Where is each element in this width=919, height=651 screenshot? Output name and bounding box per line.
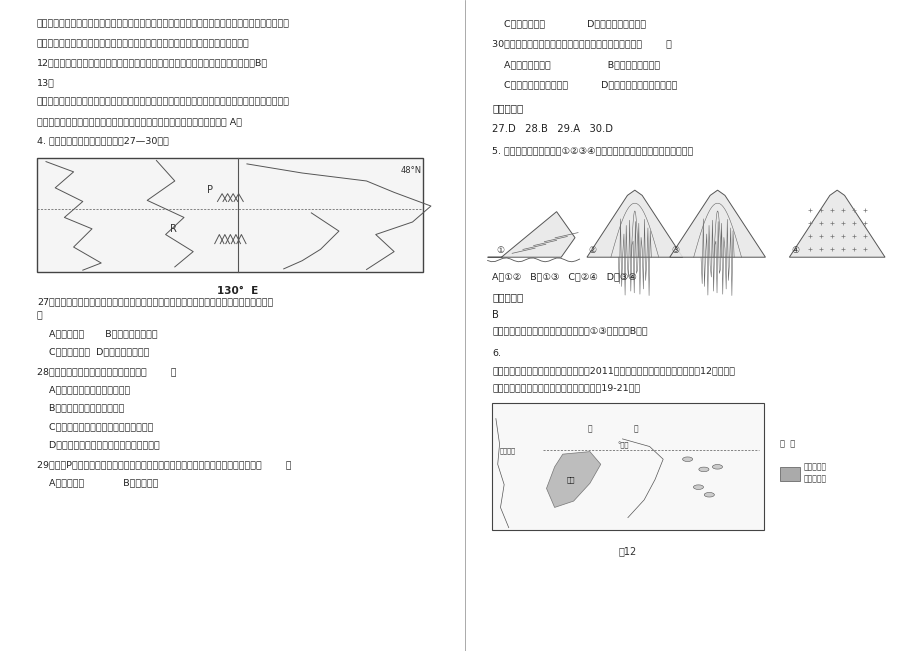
Text: 图12: 图12 [618, 547, 636, 557]
Text: ①: ① [496, 246, 505, 255]
Text: 区主要农业地域类型分布示意图。据此完成19-21题。: 区主要农业地域类型分布示意图。据此完成19-21题。 [492, 383, 640, 392]
Text: 27．与长江三角洲、珠江三角洲等地区相比，图示平原地区成为商品粮基地的优势条件是（: 27．与长江三角洲、珠江三角洲等地区相比，图示平原地区成为商品粮基地的优势条件是… [37, 297, 273, 306]
Text: 改革开放前后，如果政府提出西部大开发政策，鼓励开发中西部地区；西藏地区经济快速发展，对人: 改革开放前后，如果政府提出西部大开发政策，鼓励开发中西部地区；西藏地区经济快速发… [37, 98, 289, 107]
Text: D．是我国农业机械化水平最高的地区之一: D．是我国农业机械化水平最高的地区之一 [37, 440, 159, 449]
Text: A．原料产地             B．消费市场: A．原料产地 B．消费市场 [37, 478, 158, 488]
FancyBboxPatch shape [37, 158, 423, 272]
Text: 12．西藏地区海拔高，气温低，不利于人类居住，所以四藏地区人口总数较少，选择B。: 12．西藏地区海拔高，气温低，不利于人类居住，所以四藏地区人口总数较少，选择B。 [37, 59, 267, 68]
Text: 48°N: 48°N [400, 166, 421, 175]
Text: 27.D   28.B   29.A   30.D: 27.D 28.B 29.A 30.D [492, 124, 613, 133]
Text: 参考答案：: 参考答案： [492, 104, 523, 113]
Text: A．土壤十分贫瘠                   B．开发的成本太高: A．土壤十分贫瘠 B．开发的成本太高 [492, 60, 660, 69]
Text: 6.: 6. [492, 349, 501, 358]
FancyBboxPatch shape [779, 467, 800, 481]
Text: 29．城市P某家具厂生产的实木家具销往全国许多地方。影响该厂布局的主导因素是（        ）: 29．城市P某家具厂生产的实木家具销往全国许多地方。影响该厂布局的主导因素是（ … [37, 460, 291, 469]
Text: 国: 国 [633, 424, 638, 434]
Text: 图  例: 图 例 [779, 439, 795, 448]
FancyBboxPatch shape [492, 404, 763, 531]
Text: 某农业地域
类型分布区: 某农业地域 类型分布区 [803, 462, 826, 484]
Text: 口具有巨大的吸引力，所以人口向西藏迁移的原因分别是政策、经济，选择 A。: 口具有巨大的吸引力，所以人口向西藏迁移的原因分别是政策、经济，选择 A。 [37, 117, 242, 126]
Ellipse shape [693, 485, 703, 490]
Text: B．粮食商品率处于较低水平: B．粮食商品率处于较低水平 [37, 404, 124, 413]
Text: 从地质构造的角度考虑，受力稳定的是①③处，选择B项。: 从地质构造的角度考虑，受力稳定的是①③处，选择B项。 [492, 327, 647, 336]
Text: P: P [207, 185, 213, 195]
Text: 130°  E: 130° E [217, 286, 258, 296]
Text: 5. 从地质构造考虑，图中①②③④处修建公路，相对不容易出现滑坡的是: 5. 从地质构造考虑，图中①②③④处修建公路，相对不容易出现滑坡的是 [492, 146, 693, 155]
Text: 中: 中 [587, 424, 592, 434]
Text: 本题主要考查西藏地区的地理知识和影响人口迁移的主要因素。西藏地区最突出的自然地理特点是气: 本题主要考查西藏地区的地理知识和影响人口迁移的主要因素。西藏地区最突出的自然地理… [37, 20, 289, 29]
Text: °昆明: °昆明 [617, 441, 628, 449]
Text: C．廉价劳动力              D．高技术的研发人才: C．廉价劳动力 D．高技术的研发人才 [492, 20, 646, 29]
Text: A．交通发达       B．单位面积产量高: A．交通发达 B．单位面积产量高 [37, 329, 157, 338]
Text: 参考答案：: 参考答案： [492, 292, 523, 302]
Text: 13．: 13． [37, 78, 54, 87]
Text: C．水热条件好  D．人均耕地面积广: C．水热条件好 D．人均耕地面积广 [37, 348, 149, 356]
Text: ②: ② [588, 246, 596, 255]
Text: R: R [170, 224, 176, 234]
Text: 候高寒，不利于生产和生活，人烟稀少；学生要根据具体情况分析人口迁移的原因。: 候高寒，不利于生产和生活，人烟稀少；学生要根据具体情况分析人口迁移的原因。 [37, 39, 249, 48]
Ellipse shape [704, 493, 714, 497]
Ellipse shape [698, 467, 709, 472]
Polygon shape [546, 452, 600, 508]
Text: A．①②   B．①③   C．②④   D．③④: A．①② B．①③ C．②④ D．③④ [492, 272, 636, 281]
Text: C．粮食过剩，价格下降           D．为了保护和改善生态环境: C．粮食过剩，价格下降 D．为了保护和改善生态环境 [492, 80, 676, 89]
Polygon shape [586, 190, 682, 257]
Text: ④: ④ [790, 246, 799, 255]
Text: C．已经形成粮食作物的地区专业化生产: C．已经形成粮食作物的地区专业化生产 [37, 422, 153, 431]
Polygon shape [487, 212, 574, 257]
Ellipse shape [682, 457, 692, 462]
Text: 近三年来，我国云南省持续发生旱灾。2011年泰国发生了严重的洪涝灾害。图12为部分地: 近三年来，我国云南省持续发生旱灾。2011年泰国发生了严重的洪涝灾害。图12为部… [492, 366, 734, 375]
Ellipse shape [711, 465, 721, 469]
Text: B: B [492, 309, 498, 320]
Polygon shape [789, 190, 884, 257]
Text: 北回归线: 北回归线 [499, 447, 515, 454]
Text: ）: ） [37, 311, 42, 320]
Text: 30．我国政府下令停止开垦当地的沼泽地，主要原因是（        ）: 30．我国政府下令停止开垦当地的沼泽地，主要原因是（ ） [492, 40, 672, 49]
Polygon shape [669, 190, 765, 257]
Text: 28．以下不属于该商品粮基地特点的是（        ）: 28．以下不属于该商品粮基地特点的是（ ） [37, 368, 176, 376]
Text: 4. 右图是某地区的地形图，回答27—30题：: 4. 右图是某地区的地形图，回答27—30题： [37, 137, 168, 146]
Text: A．以国营农场的经营方式为主: A．以国营农场的经营方式为主 [37, 385, 130, 395]
Text: 泰国: 泰国 [566, 477, 574, 483]
Text: ③: ③ [671, 246, 679, 255]
